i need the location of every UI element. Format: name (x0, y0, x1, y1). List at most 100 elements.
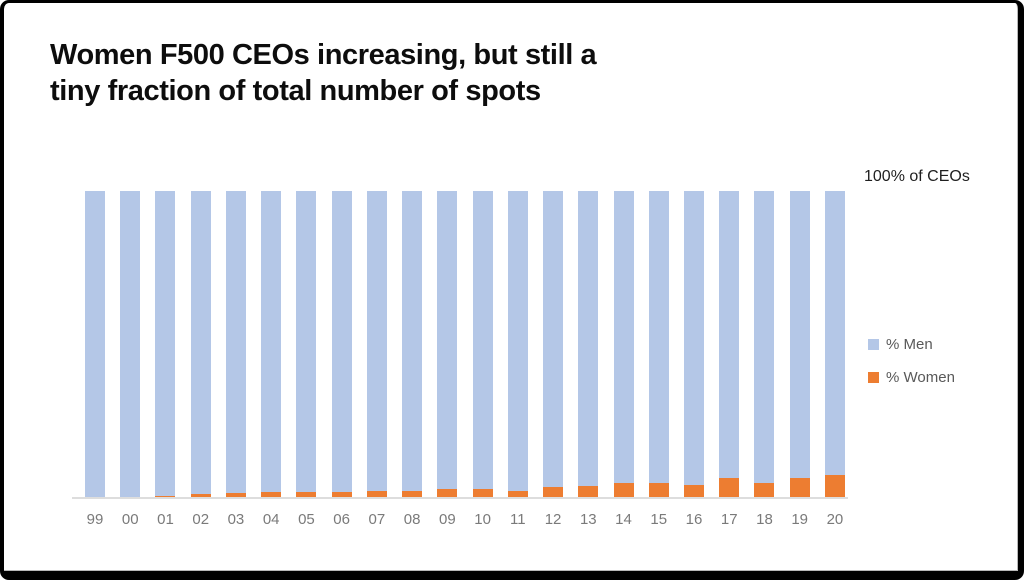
bar-segment-men (331, 191, 352, 492)
chart-title: Women F500 CEOs increasing, but still a … (50, 38, 750, 110)
x-tick-label: 16 (685, 511, 703, 528)
x-tick-label: 15 (650, 511, 668, 528)
x-tick-label: 01 (157, 511, 174, 528)
bar-segment-men (754, 191, 775, 484)
x-tick-label: 06 (333, 511, 350, 528)
bar-stack (190, 191, 211, 498)
bar-stack (155, 191, 176, 498)
plot-area (85, 191, 845, 498)
bar-segment-men (366, 191, 387, 491)
bar-segment-women (543, 486, 564, 498)
legend-item-men: % Men (868, 336, 955, 353)
x-tick-label: 00 (121, 511, 139, 528)
y-axis-note: 100% of CEOs (864, 168, 970, 185)
bar-segment-women (648, 483, 669, 498)
bar-stack (472, 191, 493, 498)
bar-stack (331, 191, 352, 498)
x-tick-label: 13 (579, 511, 597, 528)
bar-stack (683, 191, 704, 498)
bar-segment-men (296, 191, 317, 493)
bar-stack (507, 191, 528, 498)
bar-segment-women (402, 490, 423, 498)
bar-stack (719, 191, 740, 498)
bar-stack (824, 191, 845, 498)
bar-segment-women (683, 485, 704, 498)
legend-swatch-women-icon (868, 372, 879, 383)
bar-stack (120, 191, 141, 498)
bar-stack (225, 191, 246, 498)
bar-segment-men (507, 191, 528, 491)
bar-segment-women (331, 491, 352, 498)
bar-segment-women (472, 488, 493, 498)
bar-segment-men (225, 191, 246, 494)
bar-segment-women (789, 477, 810, 498)
x-tick-label: 19 (791, 511, 809, 528)
x-tick-label: 99 (86, 511, 104, 528)
x-tick-label: 08 (403, 511, 421, 528)
bar-segment-women (578, 485, 599, 498)
bar-segment-men (155, 191, 176, 496)
legend-swatch-men-icon (868, 339, 879, 350)
bar-segment-men (437, 191, 458, 489)
bar-stack (789, 191, 810, 498)
bar-segment-women (507, 490, 528, 498)
bar-stack (648, 191, 669, 498)
x-tick-label: 11 (510, 511, 526, 528)
legend-label-women: % Women (886, 369, 955, 386)
bar-stack (543, 191, 564, 498)
bar-segment-women (190, 494, 211, 498)
bar-segment-women (824, 475, 845, 498)
bar-segment-women (613, 483, 634, 498)
bar-stack (754, 191, 775, 498)
bar-segment-men (578, 191, 599, 486)
bar-segment-men (648, 191, 669, 484)
x-tick-label: 09 (439, 511, 456, 528)
bar-segment-men (824, 191, 845, 476)
bar-segment-women (754, 483, 775, 498)
bar-segment-men (683, 191, 704, 486)
bar-segment-men (190, 191, 211, 495)
x-tick-label: 18 (756, 511, 773, 528)
bar-segment-women (366, 490, 387, 498)
bar-stack (437, 191, 458, 498)
bar-segment-men (613, 191, 634, 484)
x-tick-label: 10 (474, 511, 491, 528)
x-tick-label: 17 (720, 511, 738, 528)
x-tick-label: 20 (826, 511, 844, 528)
bar-stack (296, 191, 317, 498)
bar-stack (578, 191, 599, 498)
bar-segment-women (437, 488, 458, 498)
x-tick-label: 14 (615, 511, 632, 528)
bar-segment-women (261, 492, 282, 498)
bar-stack (366, 191, 387, 498)
x-tick-label: 12 (544, 511, 562, 528)
x-tick-label: 02 (192, 511, 210, 528)
bar-segment-men (543, 191, 564, 487)
x-axis-line (72, 497, 848, 499)
bar-segment-women (719, 478, 740, 498)
bar-segment-men (719, 191, 740, 479)
x-tick-label: 03 (227, 511, 245, 528)
legend-label-men: % Men (886, 336, 933, 353)
x-tick-label: 05 (298, 511, 315, 528)
bar-segment-women (225, 493, 246, 498)
x-tick-label: 04 (262, 511, 280, 528)
bar-segment-men (261, 191, 282, 493)
x-axis-labels: 99 00 01 02 03 04 05 06 07 08 09 10 11 12 13 14 15 16 17 18… (85, 511, 845, 528)
legend-item-women: % Women (868, 369, 955, 386)
bar-stack (613, 191, 634, 498)
bar-stack (85, 191, 105, 498)
legend: % Men % Women (868, 336, 955, 402)
chart-title-line1: Women F500 CEOs increasing, but still a (50, 39, 597, 71)
x-tick-label: 07 (368, 511, 386, 528)
bar-segment-men (472, 191, 493, 489)
bar-stack (402, 191, 423, 498)
bar-segment-men (789, 191, 810, 478)
bar-segment-women (155, 495, 176, 498)
bar-stack (261, 191, 282, 498)
bar-segment-men (120, 191, 141, 497)
bar-segment-men (85, 191, 105, 497)
bar-segment-women (296, 492, 317, 498)
bars (85, 191, 845, 498)
